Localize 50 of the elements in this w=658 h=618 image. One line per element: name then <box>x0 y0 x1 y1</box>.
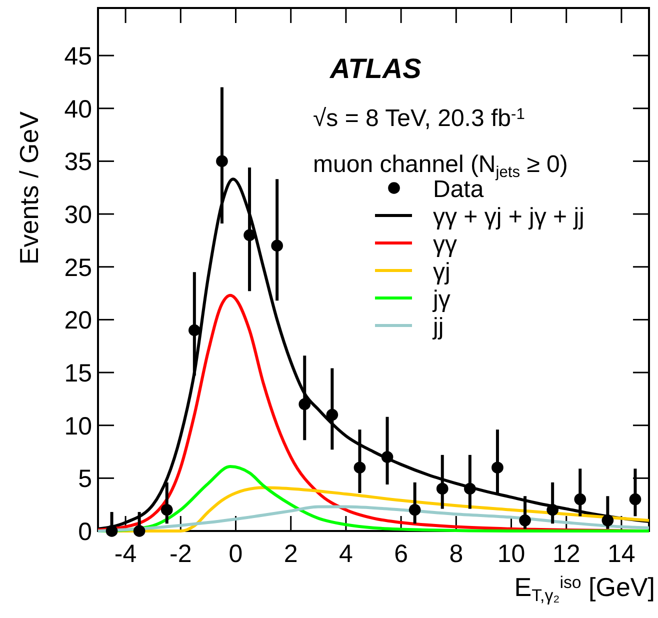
point <box>408 504 421 516</box>
point <box>381 451 394 463</box>
point <box>354 462 366 474</box>
x-tick-label: 12 <box>552 540 580 568</box>
point <box>629 493 642 506</box>
y-tick-label: 40 <box>64 95 92 124</box>
x-tick-label: -2 <box>170 540 192 568</box>
y-tick-label: 5 <box>78 465 92 494</box>
x-axis-title: E$_{T,γ₂}$$^{iso}$ [GeV] <box>514 572 655 606</box>
y-tick-label: 45 <box>64 42 92 71</box>
x-tick-label: 10 <box>497 540 526 568</box>
point <box>464 482 476 495</box>
annotation: √s = 8 TeV, 20.3 fb$^{-1}$ <box>313 105 525 132</box>
line-series <box>96 505 650 532</box>
point <box>326 408 338 421</box>
x-tick-label: 6 <box>394 540 408 568</box>
y-tick-label: 30 <box>64 201 92 230</box>
point <box>546 504 558 516</box>
x-tick-label: 8 <box>449 540 464 568</box>
point <box>436 482 448 495</box>
y-tick-label: 25 <box>64 254 92 282</box>
y-tick-label: 20 <box>64 306 92 335</box>
point <box>271 240 283 252</box>
y-tick-label: 15 <box>64 360 92 388</box>
legend-label: γγ <box>433 231 457 258</box>
point <box>160 504 173 516</box>
annotation: ATLAS <box>329 53 422 84</box>
point <box>602 514 614 526</box>
point <box>519 514 531 526</box>
point <box>244 229 256 242</box>
legend-label: γγ + γj + jγ + jj <box>433 204 584 230</box>
x-tick-label: -4 <box>114 540 137 568</box>
point <box>216 155 228 168</box>
point <box>188 324 200 336</box>
y-tick-label: 10 <box>64 412 92 440</box>
point <box>492 462 504 474</box>
legend-label: γj <box>433 258 450 286</box>
x-tick-label: 14 <box>608 540 636 568</box>
y-axis-title: Events / GeV <box>14 110 44 265</box>
x-tick-label: 4 <box>338 540 353 568</box>
point <box>133 525 146 537</box>
legend-label: jγ <box>432 286 450 313</box>
y-tick-label: 0 <box>78 518 92 546</box>
x-tick-label: 2 <box>284 540 298 568</box>
x-tick-label: 0 <box>228 540 243 568</box>
point <box>106 525 118 537</box>
legend-label: jj <box>432 314 444 340</box>
y-tick-label: 35 <box>64 148 92 176</box>
point <box>298 398 311 410</box>
point <box>574 493 586 506</box>
